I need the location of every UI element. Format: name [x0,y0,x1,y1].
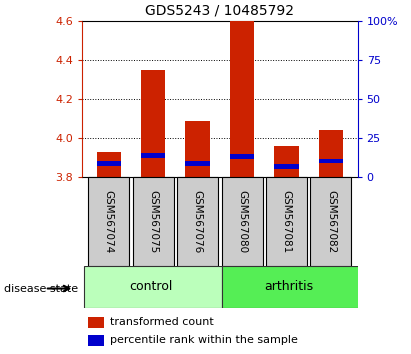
Bar [133,177,174,266]
Bar [88,317,104,328]
Bar [230,21,254,177]
Text: disease state: disease state [4,284,78,293]
Bar [310,177,351,266]
Text: GSM567075: GSM567075 [148,190,158,253]
Bar [88,177,129,266]
Bar [319,130,343,177]
Text: transformed count: transformed count [110,318,213,327]
Bar [177,177,218,266]
Bar [97,152,121,177]
Bar [222,177,263,266]
Bar [141,70,166,177]
Bar [84,266,222,308]
Bar [274,164,299,169]
Bar [319,159,343,164]
Text: arthritis: arthritis [264,280,313,293]
Bar [185,161,210,166]
Bar [230,154,254,159]
Title: GDS5243 / 10485792: GDS5243 / 10485792 [145,3,294,17]
Text: GSM567081: GSM567081 [282,190,291,253]
Bar [185,121,210,177]
Bar [97,161,121,166]
Text: GSM567080: GSM567080 [237,190,247,253]
Bar [141,153,166,158]
Bar [222,266,360,308]
Bar [274,146,299,177]
Text: GSM567082: GSM567082 [326,190,336,253]
Text: GSM567074: GSM567074 [104,190,114,253]
Text: GSM567076: GSM567076 [193,190,203,253]
Text: control: control [129,280,173,293]
Text: percentile rank within the sample: percentile rank within the sample [110,335,298,346]
Bar [266,177,307,266]
Bar [88,335,104,346]
